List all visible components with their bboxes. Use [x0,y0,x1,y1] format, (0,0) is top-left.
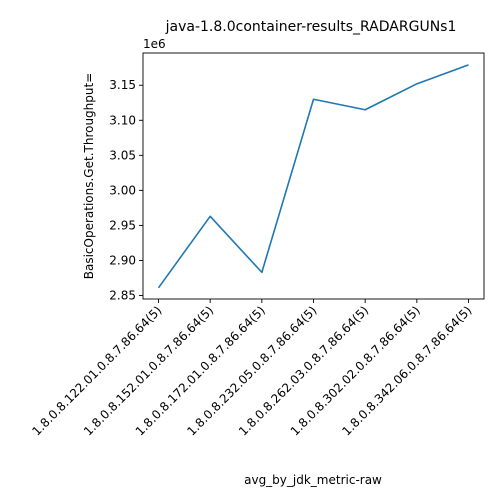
x-axis-ticks: 1.8.0.8.122.01.0.8.7.86.64(5)1.8.0.8.152… [29,299,475,439]
plot-area-frame [142,52,485,300]
y-axis-label: BasicOperations.Get.Throughput= [82,73,96,280]
x-axis-label: avg_by_jdk_metric-raw [244,473,382,487]
y-tick-label: 3.00 [109,183,136,197]
y-tick-label: 2.85 [109,288,136,302]
data-series-line [157,64,469,289]
y-offset-label: 1e6 [143,37,166,51]
y-axis-ticks: 2.85 2.90 2.95 3.00 3.05 3.10 3.15 [109,78,143,302]
y-tick-label: 3.15 [109,78,136,92]
y-tick-label: 3.05 [109,148,136,162]
y-tick-label: 3.10 [109,113,136,127]
y-tick-label: 2.95 [109,218,136,232]
y-tick-label: 2.90 [109,253,136,267]
chart-title: java-1.8.0container-results_RADARGUNs1 [165,19,457,35]
